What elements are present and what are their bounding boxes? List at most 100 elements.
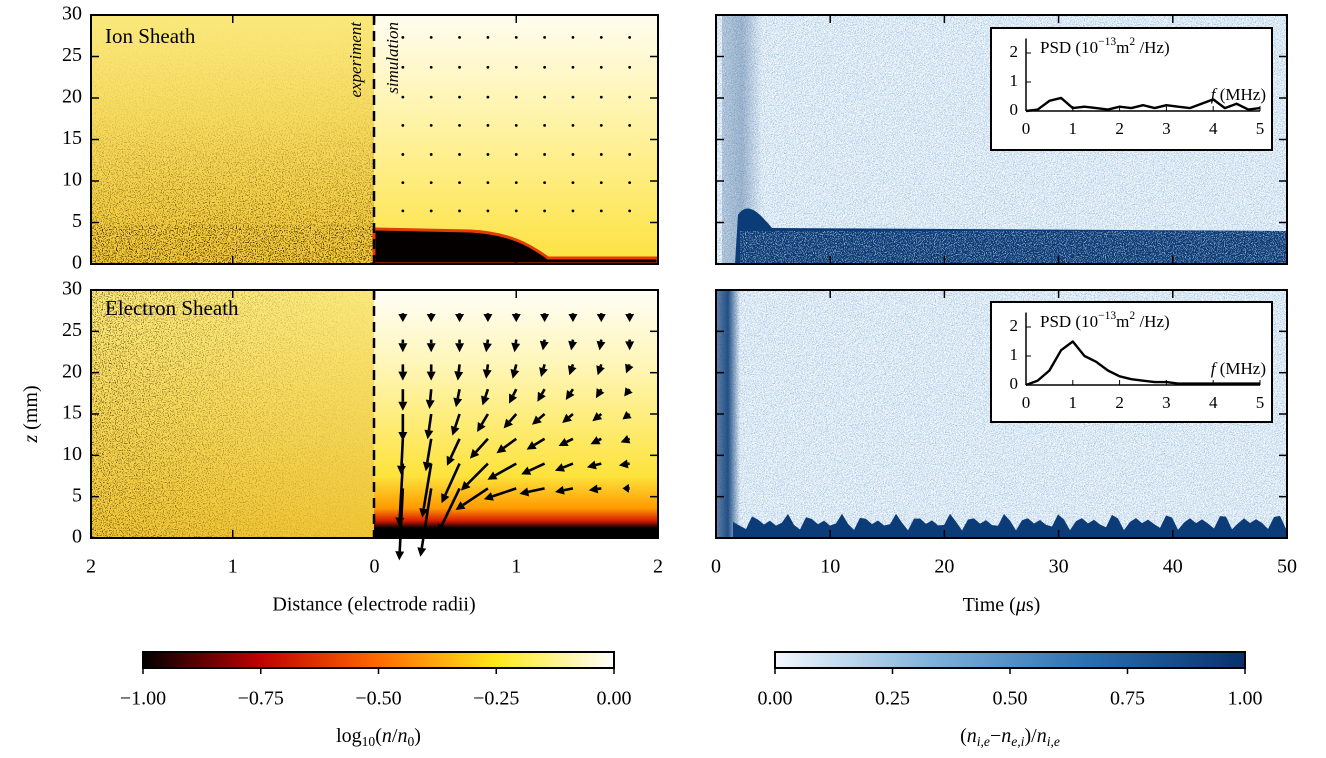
x-tick-label: 10: [820, 556, 840, 578]
arrow-head: [540, 314, 550, 323]
psd-line: [1025, 340, 1260, 387]
quiver-dot: [429, 36, 433, 39]
quiver-arrow: [622, 483, 630, 493]
arrow-head: [398, 401, 408, 411]
arrow-shaft: [400, 438, 405, 466]
quiver-arrow: [398, 313, 408, 323]
quiver-arrow: [477, 413, 490, 432]
arrow-head: [618, 459, 629, 469]
arrow-head: [398, 343, 408, 353]
arrow-head: [481, 395, 490, 406]
quiver-dot: [571, 65, 575, 69]
colorbar: [774, 651, 1246, 669]
quiver-arrow: [554, 485, 574, 495]
arrow-shaft: [562, 462, 574, 469]
label-part: z: [20, 435, 42, 444]
quiver-dot: [599, 153, 603, 156]
arrow-shaft: [457, 364, 461, 372]
quiver-arrow: [565, 388, 575, 400]
arrow-shaft: [398, 463, 405, 518]
quiver-dot: [543, 153, 546, 156]
quiver-arrow: [618, 459, 630, 469]
quiver-dot: [599, 65, 603, 69]
arrow-head: [622, 410, 632, 420]
arrow-head: [554, 485, 565, 495]
arrow-head: [590, 436, 601, 445]
quiver-arrow: [532, 413, 546, 425]
axis-label: PSD (10−13m2 /Hz): [1040, 35, 1170, 57]
inset-frame: [990, 27, 1273, 151]
y-tick-label: 0: [72, 526, 82, 548]
label-part: /Hz): [1135, 312, 1169, 331]
colorbar-tick-label: −0.25: [473, 688, 519, 710]
arrow-head: [483, 492, 494, 501]
arrow-head: [620, 434, 631, 444]
arrow-head: [625, 363, 634, 374]
axis-label: f (MHz): [1211, 85, 1266, 104]
quiver-dot: [628, 123, 632, 127]
label-part: PSD (10: [1040, 312, 1098, 331]
quiver-dot: [628, 153, 632, 156]
arrow-head: [526, 441, 537, 450]
label-part: s): [1026, 594, 1040, 616]
arrow-shaft: [598, 412, 603, 417]
arrow-head: [395, 551, 405, 561]
quiver-arrow: [568, 313, 578, 323]
x-tick-label: 1: [1069, 119, 1078, 138]
quiver-arrow: [511, 339, 521, 353]
annotation: simulation: [383, 22, 402, 94]
arrow-shaft: [595, 462, 602, 467]
label-part: PSD (10: [1040, 38, 1098, 57]
arrow-head: [554, 463, 565, 472]
panel-title: Electron Sheath: [105, 296, 239, 320]
arrow-shaft: [480, 413, 490, 425]
quiver-dot: [514, 181, 518, 185]
label-part: )/: [1024, 725, 1037, 747]
quiver-dot: [458, 123, 461, 127]
quiver-arrow: [398, 414, 408, 441]
arrow-shaft: [449, 438, 461, 459]
y-tick-label: 20: [62, 360, 82, 382]
label-part: n: [1037, 725, 1047, 747]
arrow-head: [509, 393, 518, 404]
arrow-shaft: [563, 487, 574, 492]
arrow-head: [624, 387, 633, 397]
colorbar-tick-label: −1.00: [120, 688, 166, 710]
quiver-dot: [599, 181, 603, 185]
arrow-shaft: [444, 463, 461, 496]
quiver-arrow: [622, 410, 632, 420]
quiver-dot: [429, 153, 433, 156]
y-tick-label: 15: [62, 402, 82, 424]
arrow-head: [487, 471, 498, 480]
arrow-shaft: [628, 412, 631, 416]
quiver-arrow: [510, 364, 520, 379]
quiver-dot: [628, 209, 632, 213]
quiver-dot: [458, 36, 461, 39]
quiver-dot: [458, 209, 461, 213]
arrow-head: [446, 455, 455, 466]
inset-frame: [990, 301, 1273, 423]
quiver-dot: [429, 95, 433, 99]
arrow-shaft: [570, 363, 575, 368]
arrow-head: [426, 314, 436, 323]
x-tick-label: 2: [1115, 393, 1124, 412]
y-tick-label: 25: [62, 44, 82, 66]
quiver-dot: [458, 153, 461, 156]
arrow-shaft: [527, 487, 545, 494]
annotation: experiment: [346, 21, 365, 98]
quiver-dot: [628, 95, 632, 99]
label-part: log: [336, 725, 362, 747]
x-tick-label: 2: [653, 556, 663, 578]
quiver-arrow: [446, 438, 461, 466]
arrow-head: [398, 371, 408, 381]
quiver-arrow: [398, 389, 408, 411]
x-tick-label: 3: [1162, 119, 1171, 138]
arrow-shaft: [533, 437, 546, 447]
arrow-shaft: [628, 388, 631, 391]
arrow-shaft: [599, 388, 603, 392]
quiver-dot: [401, 153, 405, 156]
quiver-arrow: [417, 488, 433, 557]
y-tick-label: 1: [1010, 71, 1019, 90]
quiver-arrow: [625, 339, 635, 351]
label-part: 2: [1129, 35, 1135, 48]
